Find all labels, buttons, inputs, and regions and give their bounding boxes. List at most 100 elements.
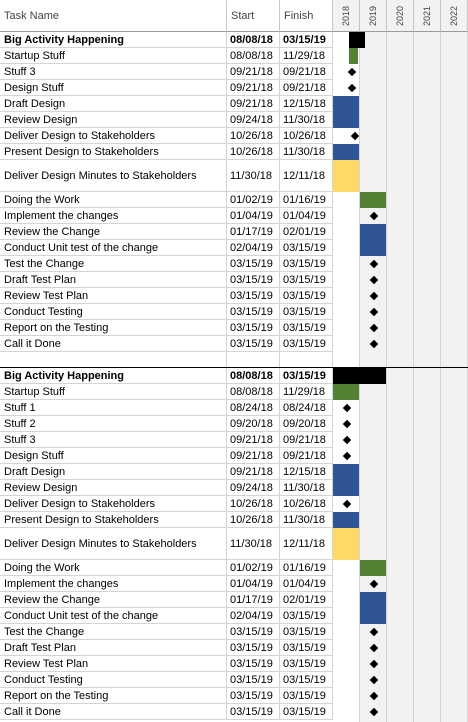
- table-row[interactable]: Present Design to Stakeholders 10/26/18 11…: [0, 512, 468, 528]
- table-row[interactable]: Review the Change 01/17/19 02/01/19: [0, 592, 468, 608]
- finish-date-cell[interactable]: 03/15/19: [280, 336, 333, 352]
- table-row[interactable]: Doing the Work 01/02/19 01/16/19: [0, 192, 468, 208]
- start-date-cell[interactable]: [227, 352, 280, 368]
- milestone-diamond[interactable]: [369, 675, 378, 685]
- task-name-cell[interactable]: Doing the Work: [0, 560, 227, 576]
- table-row[interactable]: Review Design 09/24/18 11/30/18: [0, 112, 468, 128]
- finish-date-cell[interactable]: 11/30/18: [280, 144, 333, 160]
- start-date-cell[interactable]: 01/04/19: [227, 576, 280, 592]
- start-date-cell[interactable]: 02/04/19: [227, 240, 280, 256]
- task-name-cell[interactable]: Review the Change: [0, 592, 227, 608]
- table-row[interactable]: Stuff 3 09/21/18 09/21/18: [0, 64, 468, 80]
- task-name-cell[interactable]: Review the Change: [0, 224, 227, 240]
- start-date-cell[interactable]: 08/08/18: [227, 384, 280, 400]
- finish-date-cell[interactable]: 09/20/18: [280, 416, 333, 432]
- table-row[interactable]: Review Design 09/24/18 11/30/18: [0, 480, 468, 496]
- task-name-cell[interactable]: Present Design to Stakeholders: [0, 144, 227, 160]
- start-date-cell[interactable]: 01/04/19: [227, 208, 280, 224]
- task-name-cell[interactable]: Big Activity Happening: [0, 368, 227, 384]
- finish-date-cell[interactable]: 03/15/19: [280, 672, 333, 688]
- milestone-diamond[interactable]: [369, 307, 378, 317]
- milestone-diamond[interactable]: [369, 211, 378, 221]
- milestone-diamond[interactable]: [369, 339, 378, 349]
- finish-date-cell[interactable]: 08/24/18: [280, 400, 333, 416]
- task-bar[interactable]: [333, 384, 359, 400]
- task-name-cell[interactable]: Design Stuff: [0, 80, 227, 96]
- finish-date-cell[interactable]: 11/30/18: [280, 512, 333, 528]
- start-date-cell[interactable]: 09/21/18: [227, 448, 280, 464]
- milestone-diamond[interactable]: [369, 579, 378, 589]
- task-name-cell[interactable]: Stuff 3: [0, 64, 227, 80]
- table-row[interactable]: Draft Design 09/21/18 12/15/18: [0, 96, 468, 112]
- task-bar[interactable]: [360, 560, 386, 576]
- task-name-cell[interactable]: Draft Design: [0, 96, 227, 112]
- finish-date-cell[interactable]: 03/15/19: [280, 608, 333, 624]
- start-date-cell[interactable]: 03/15/19: [227, 624, 280, 640]
- task-bar[interactable]: [360, 608, 386, 624]
- milestone-diamond[interactable]: [369, 691, 378, 701]
- table-row[interactable]: Conduct Testing 03/15/19 03/15/19: [0, 304, 468, 320]
- finish-date-cell[interactable]: 03/15/19: [280, 704, 333, 720]
- finish-date-cell[interactable]: 11/30/18: [280, 480, 333, 496]
- task-name-cell[interactable]: Big Activity Happening: [0, 32, 227, 48]
- finish-date-cell[interactable]: 01/04/19: [280, 576, 333, 592]
- table-row[interactable]: Report on the Testing 03/15/19 03/15/19: [0, 688, 468, 704]
- finish-date-cell[interactable]: 02/01/19: [280, 224, 333, 240]
- start-date-cell[interactable]: 03/15/19: [227, 656, 280, 672]
- table-row[interactable]: Review Test Plan 03/15/19 03/15/19: [0, 656, 468, 672]
- task-name-cell[interactable]: Draft Test Plan: [0, 272, 227, 288]
- start-date-cell[interactable]: 03/15/19: [227, 256, 280, 272]
- start-date-cell[interactable]: 11/30/18: [227, 160, 280, 192]
- table-row[interactable]: Implement the changes 01/04/19 01/04/19: [0, 576, 468, 592]
- start-date-cell[interactable]: 03/15/19: [227, 672, 280, 688]
- task-bar[interactable]: [333, 480, 359, 496]
- finish-date-cell[interactable]: 12/15/18: [280, 96, 333, 112]
- task-name-cell[interactable]: Implement the changes: [0, 576, 227, 592]
- start-date-cell[interactable]: 10/26/18: [227, 496, 280, 512]
- task-name-cell[interactable]: Doing the Work: [0, 192, 227, 208]
- table-row[interactable]: Design Stuff 09/21/18 09/21/18: [0, 448, 468, 464]
- summary-bar[interactable]: [349, 32, 366, 48]
- finish-date-cell[interactable]: 03/15/19: [280, 32, 333, 48]
- milestone-diamond[interactable]: [342, 499, 351, 509]
- task-name-cell[interactable]: Test the Change: [0, 624, 227, 640]
- task-name-cell[interactable]: Call it Done: [0, 336, 227, 352]
- table-row[interactable]: Design Stuff 09/21/18 09/21/18: [0, 80, 468, 96]
- task-bar[interactable]: [333, 464, 359, 480]
- start-date-cell[interactable]: 03/15/19: [227, 704, 280, 720]
- task-name-cell[interactable]: Deliver Design to Stakeholders: [0, 496, 227, 512]
- task-bar[interactable]: [360, 240, 386, 256]
- start-date-cell[interactable]: 09/21/18: [227, 64, 280, 80]
- task-bar[interactable]: [333, 144, 359, 160]
- task-name-cell[interactable]: Stuff 2: [0, 416, 227, 432]
- task-name-cell[interactable]: Startup Stuff: [0, 384, 227, 400]
- finish-date-cell[interactable]: 03/15/19: [280, 368, 333, 384]
- task-bar[interactable]: [333, 512, 359, 528]
- task-bar[interactable]: [360, 592, 386, 608]
- task-name-cell[interactable]: Draft Test Plan: [0, 640, 227, 656]
- finish-date-cell[interactable]: 11/29/18: [280, 384, 333, 400]
- finish-date-cell[interactable]: 03/15/19: [280, 272, 333, 288]
- table-row[interactable]: Conduct Unit test of the change 02/04/19 0…: [0, 608, 468, 624]
- finish-date-cell[interactable]: 09/21/18: [280, 432, 333, 448]
- task-name-cell[interactable]: Deliver Design Minutes to Stakeholders: [0, 528, 227, 560]
- task-bar[interactable]: [333, 528, 359, 560]
- task-name-cell[interactable]: Conduct Unit test of the change: [0, 240, 227, 256]
- milestone-diamond[interactable]: [348, 67, 357, 77]
- finish-date-cell[interactable]: 03/15/19: [280, 688, 333, 704]
- task-name-cell[interactable]: Conduct Testing: [0, 672, 227, 688]
- finish-date-cell[interactable]: 11/30/18: [280, 112, 333, 128]
- table-row[interactable]: Deliver Design to Stakeholders 10/26/18 10…: [0, 496, 468, 512]
- table-row[interactable]: Present Design to Stakeholders 10/26/18 11…: [0, 144, 468, 160]
- finish-date-cell[interactable]: 03/15/19: [280, 256, 333, 272]
- finish-date-cell[interactable]: 09/21/18: [280, 64, 333, 80]
- task-name-cell[interactable]: Startup Stuff: [0, 48, 227, 64]
- task-name-cell[interactable]: [0, 352, 227, 368]
- task-name-cell[interactable]: Conduct Testing: [0, 304, 227, 320]
- finish-date-cell[interactable]: 03/15/19: [280, 240, 333, 256]
- start-date-cell[interactable]: 03/15/19: [227, 320, 280, 336]
- milestone-diamond[interactable]: [369, 259, 378, 269]
- table-row[interactable]: Startup Stuff 08/08/18 11/29/18: [0, 48, 468, 64]
- finish-date-cell[interactable]: 10/26/18: [280, 128, 333, 144]
- task-name-cell[interactable]: Report on the Testing: [0, 688, 227, 704]
